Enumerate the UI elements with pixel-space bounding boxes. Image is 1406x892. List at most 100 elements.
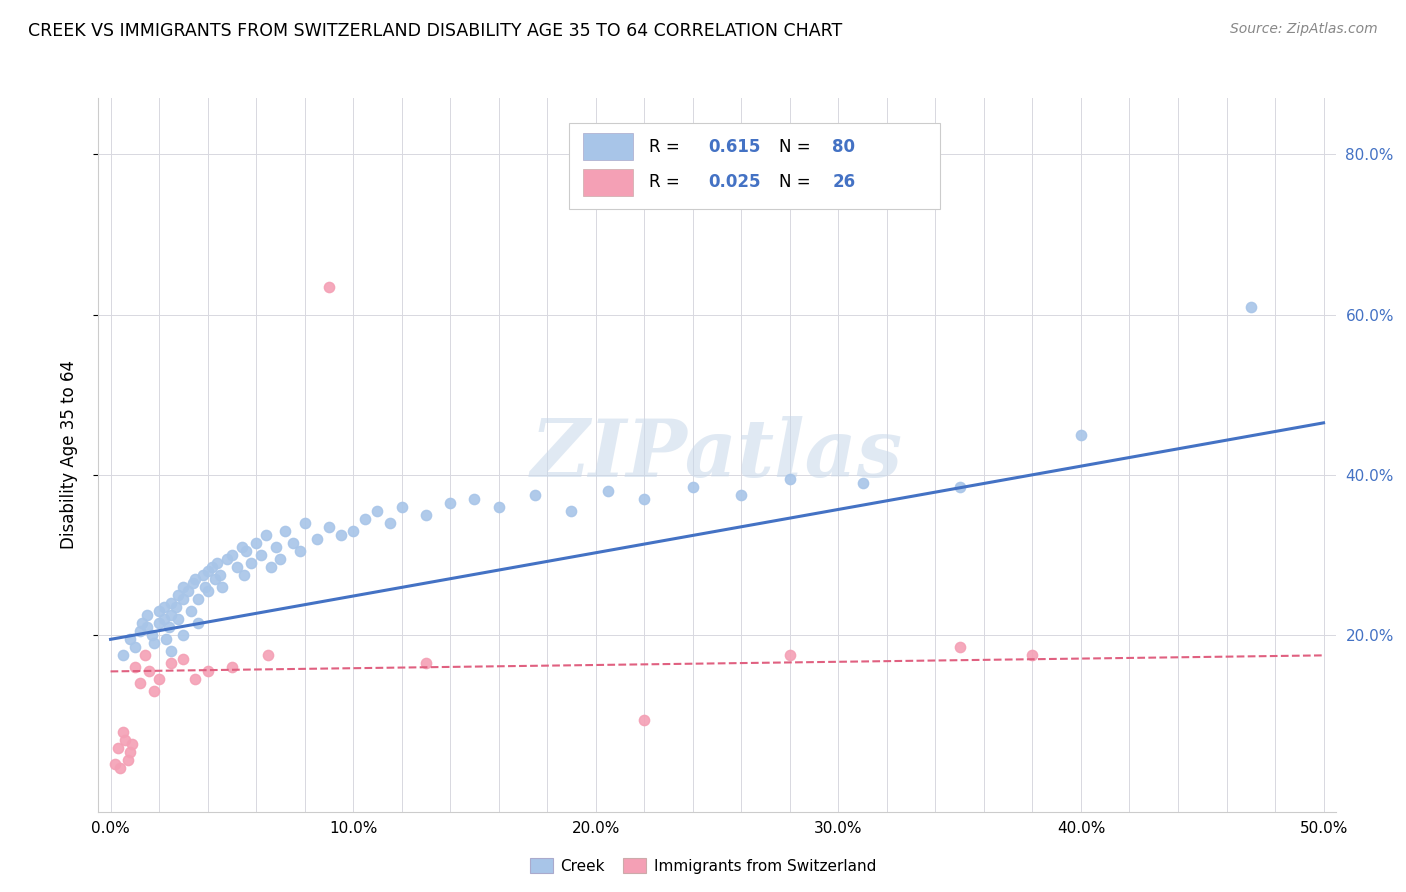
Point	[165, 600, 187, 615]
Point	[160, 644, 183, 658]
Point	[233, 568, 256, 582]
Point	[136, 620, 159, 634]
Point	[110, 761, 132, 775]
Point	[160, 608, 183, 623]
Point	[131, 616, 153, 631]
Point	[215, 552, 238, 566]
Point	[111, 648, 134, 663]
Point	[1070, 428, 1092, 442]
Point	[682, 480, 704, 494]
Point	[134, 648, 156, 663]
Point	[104, 756, 127, 771]
Point	[330, 528, 353, 542]
Point	[294, 516, 316, 530]
FancyBboxPatch shape	[568, 123, 939, 209]
Point	[463, 491, 485, 506]
Point	[240, 556, 263, 570]
Point	[208, 568, 231, 582]
Point	[136, 608, 159, 623]
Text: Source: ZipAtlas.com: Source: ZipAtlas.com	[1230, 22, 1378, 37]
Point	[160, 596, 183, 610]
Point	[730, 488, 752, 502]
Point	[124, 660, 146, 674]
Point	[260, 560, 283, 574]
Point	[177, 584, 200, 599]
FancyBboxPatch shape	[583, 133, 633, 161]
Point	[117, 753, 139, 767]
Text: 0.025: 0.025	[709, 173, 761, 191]
Point	[524, 488, 547, 502]
Point	[197, 564, 219, 578]
Point	[153, 612, 176, 626]
Point	[187, 592, 209, 607]
Point	[231, 540, 253, 554]
Point	[633, 713, 655, 727]
Point	[305, 532, 328, 546]
Point	[184, 673, 207, 687]
Point	[391, 500, 413, 514]
Text: R =: R =	[650, 137, 685, 155]
Point	[1240, 300, 1263, 314]
Point	[187, 616, 209, 631]
Point	[191, 568, 214, 582]
Point	[160, 657, 183, 671]
Point	[269, 552, 291, 566]
Point	[197, 584, 219, 599]
Point	[274, 524, 297, 538]
Text: R =: R =	[650, 173, 685, 191]
Point	[235, 544, 257, 558]
Point	[148, 673, 170, 687]
Point	[366, 504, 388, 518]
Point	[211, 580, 233, 594]
Point	[207, 556, 229, 570]
Point	[201, 560, 224, 574]
Point	[378, 516, 401, 530]
Point	[560, 504, 582, 518]
Point	[118, 745, 141, 759]
Point	[439, 496, 461, 510]
Point	[318, 279, 340, 293]
Point	[143, 684, 166, 698]
Point	[157, 620, 180, 634]
Point	[354, 512, 377, 526]
Point	[124, 640, 146, 655]
Point	[281, 536, 304, 550]
Point	[138, 665, 160, 679]
Point	[172, 628, 194, 642]
Point	[180, 604, 202, 618]
Point	[143, 636, 166, 650]
Point	[250, 548, 273, 562]
Point	[153, 600, 176, 615]
Point	[128, 676, 150, 690]
Point	[221, 548, 243, 562]
Point	[415, 657, 437, 671]
FancyBboxPatch shape	[583, 169, 633, 196]
Point	[128, 624, 150, 639]
Point	[288, 544, 311, 558]
Point	[342, 524, 364, 538]
Point	[779, 472, 801, 486]
Y-axis label: Disability Age 35 to 64: Disability Age 35 to 64	[59, 360, 77, 549]
Point	[1021, 648, 1043, 663]
Point	[257, 648, 280, 663]
Point	[264, 540, 287, 554]
Point	[111, 724, 134, 739]
Point	[318, 520, 340, 534]
Point	[118, 632, 141, 647]
Text: 80: 80	[832, 137, 855, 155]
Point	[197, 665, 219, 679]
Point	[121, 737, 143, 751]
Text: 0.615: 0.615	[709, 137, 761, 155]
Point	[779, 648, 801, 663]
Point	[488, 500, 510, 514]
Point	[415, 508, 437, 522]
Point	[184, 572, 207, 586]
Point	[225, 560, 247, 574]
Point	[633, 491, 655, 506]
Point	[172, 652, 194, 666]
Point	[204, 572, 226, 586]
Point	[167, 612, 190, 626]
Text: ZIPatlas: ZIPatlas	[531, 417, 903, 493]
Point	[141, 628, 163, 642]
Point	[194, 580, 217, 594]
